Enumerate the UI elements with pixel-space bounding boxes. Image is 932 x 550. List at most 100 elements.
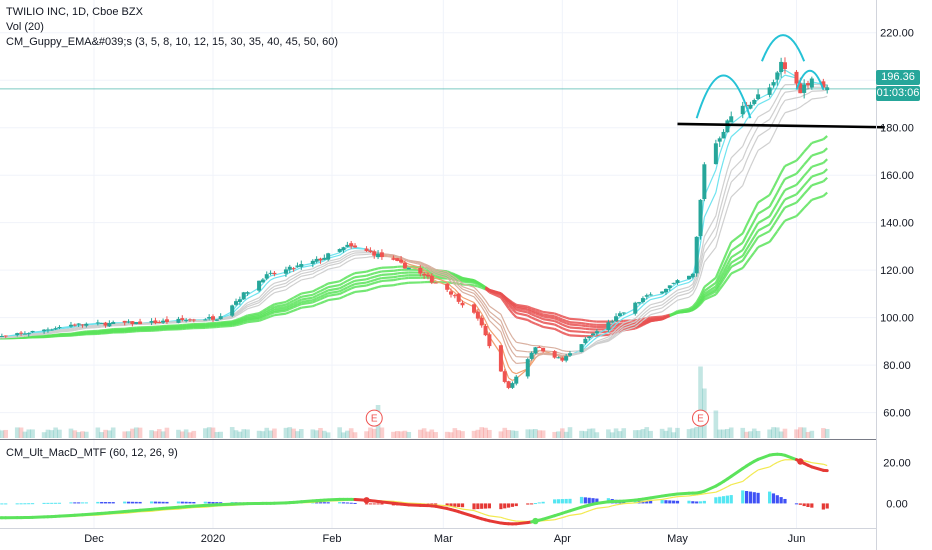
candle-body[interactable] [299,264,304,267]
candle-body[interactable] [45,329,50,331]
candle-body[interactable] [245,292,250,294]
candle-body[interactable] [95,322,100,324]
candle-body[interactable] [640,298,645,303]
candle-body[interactable] [809,78,814,88]
candle-body[interactable] [326,253,331,260]
candle-body[interactable] [30,330,35,333]
candle-body[interactable] [633,302,638,314]
earnings-marker[interactable] [692,409,710,427]
candle-body[interactable] [103,322,108,326]
candle-body[interactable] [376,253,381,258]
candle-body[interactable] [479,317,484,326]
candle-body[interactable] [614,316,619,322]
candle-body[interactable] [176,318,181,323]
candle-body[interactable] [80,324,85,326]
candle-body[interactable] [207,316,212,319]
candle-body[interactable] [15,333,20,336]
candle-body[interactable] [318,258,323,261]
candle-body[interactable] [310,260,315,264]
candle-body[interactable] [130,321,135,325]
candle-body[interactable] [126,321,131,323]
candle-body[interactable] [541,347,546,352]
candle-body[interactable] [107,322,112,327]
candle-body[interactable] [675,280,680,283]
candle-body[interactable] [475,311,480,319]
candle-body[interactable] [399,259,404,263]
candle-body[interactable] [72,324,77,326]
candle-body[interactable] [241,292,246,300]
candle-body[interactable] [583,338,588,344]
candle-body[interactable] [337,249,342,252]
candle-body[interactable] [806,83,810,86]
candle-body[interactable] [671,282,676,284]
candle-body[interactable] [648,294,653,296]
candle-body[interactable] [191,319,196,321]
candle-body[interactable] [230,305,235,316]
candle-body[interactable] [234,301,239,305]
candle-body[interactable] [149,321,154,323]
candle-body[interactable] [429,275,434,283]
candle-body[interactable] [725,120,730,133]
candle-body[interactable] [514,376,519,384]
candle-body[interactable] [529,352,534,359]
candle-body[interactable] [111,322,116,325]
candle-body[interactable] [368,250,373,252]
candle-body[interactable] [433,282,438,284]
candle-body[interactable] [26,333,31,335]
candle-body[interactable] [798,83,803,94]
candle-body[interactable] [314,258,319,262]
candle-body[interactable] [3,335,8,337]
candle-body[interactable] [187,319,192,321]
candle-body[interactable] [506,381,511,388]
candle-body[interactable] [53,328,58,330]
candle-body[interactable] [406,267,411,270]
candle-body[interactable] [556,357,561,359]
candle-body[interactable] [364,248,369,251]
candle-body[interactable] [537,346,542,348]
candle-body[interactable] [452,295,457,297]
candle-body[interactable] [621,312,626,314]
candle-body[interactable] [644,295,649,297]
candle-body[interactable] [422,274,427,276]
candle-body[interactable] [372,251,377,256]
candle-body[interactable] [257,280,262,291]
candle-body[interactable] [157,321,162,323]
candle-body[interactable] [687,275,691,280]
candle-body[interactable] [68,324,73,327]
candle-body[interactable] [76,323,81,325]
candle-body[interactable] [606,322,611,330]
candle-body[interactable] [794,71,799,84]
candle-body[interactable] [449,291,453,295]
candle-body[interactable] [775,72,780,80]
candle-body[interactable] [698,199,703,236]
candle-body[interactable] [690,273,695,278]
candle-body[interactable] [268,272,273,274]
candle-body[interactable] [22,333,27,335]
candle-body[interactable] [341,247,346,251]
candle-body[interactable] [345,244,350,247]
candle-body[interactable] [184,320,189,322]
candle-body[interactable] [663,288,668,293]
candle-body[interactable] [349,243,354,247]
candle-body[interactable] [395,258,400,261]
candle-body[interactable] [264,274,269,279]
candle-body[interactable] [740,105,745,115]
candle-body[interactable] [502,371,507,382]
candle-body[interactable] [353,245,358,248]
candle-body[interactable] [564,356,569,361]
candle-body[interactable] [729,116,734,123]
candle-body[interactable] [660,291,665,294]
candle-body[interactable] [483,326,488,336]
candle-body[interactable] [203,319,208,321]
candle-body[interactable] [579,344,584,353]
candle-body[interactable] [164,319,169,322]
candle-body[interactable] [418,267,423,274]
candle-body[interactable] [134,322,139,325]
candle-body[interactable] [713,143,718,165]
candle-body[interactable] [779,61,784,73]
candle-body[interactable] [568,353,572,356]
candle-body[interactable] [717,138,722,142]
candle-body[interactable] [702,164,707,200]
candle-body[interactable] [49,329,54,331]
